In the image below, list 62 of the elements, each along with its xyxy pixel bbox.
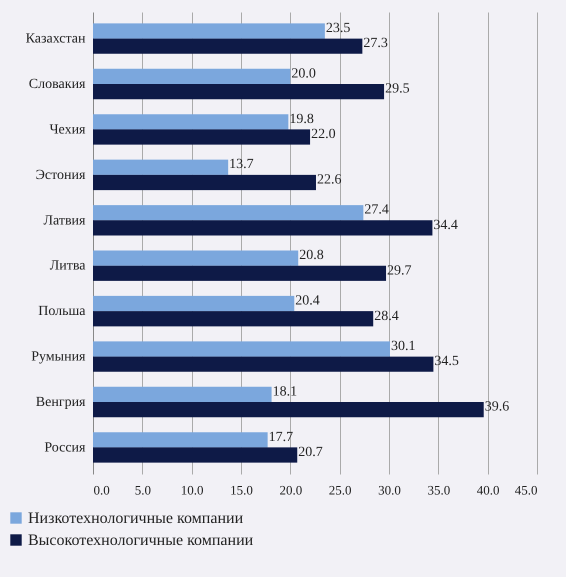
bar (93, 341, 390, 357)
data-label: 20.4 (295, 294, 320, 309)
x-tick-label: 30.0 (378, 482, 401, 498)
legend-label: Низкотехнологичные компании (28, 510, 244, 527)
bar (93, 38, 362, 54)
data-label: 34.4 (433, 218, 458, 233)
y-tick-label: Чехия (49, 122, 86, 138)
data-label: 29.7 (387, 263, 412, 278)
y-tick-label: Эстония (36, 168, 86, 183)
bar (93, 266, 386, 281)
bar (93, 402, 484, 418)
y-tick-label: Россия (44, 440, 86, 456)
data-label: 29.5 (385, 82, 410, 97)
data-label: 28.4 (374, 308, 399, 324)
bar (93, 68, 290, 84)
data-label: 19.8 (289, 112, 314, 127)
data-label: 27.4 (364, 202, 389, 218)
bar (93, 205, 364, 220)
bar (93, 356, 434, 372)
legend-label: Высокотехнологичные компании (28, 532, 254, 549)
data-label: 20.7 (298, 445, 323, 460)
bar (93, 174, 316, 190)
data-label: 18.1 (272, 384, 298, 400)
bar (93, 432, 268, 448)
y-tick-label: Латвия (43, 213, 86, 228)
x-tick-label: 15.0 (230, 482, 253, 498)
data-label: 30.1 (390, 338, 416, 354)
y-tick-label: Словакия (28, 77, 86, 92)
bar (93, 386, 272, 402)
data-label: 34.5 (434, 354, 459, 370)
data-label: 27.3 (363, 36, 388, 52)
x-tick-label: 5.0 (134, 482, 151, 498)
data-label: 22.6 (316, 172, 342, 188)
y-tick-label: Казахстан (26, 32, 86, 47)
bar (93, 84, 384, 100)
data-label: 22.0 (311, 127, 336, 142)
x-tick-label: 35.0 (427, 482, 450, 498)
bar (93, 296, 294, 312)
bar (93, 311, 374, 326)
data-label: 13.7 (229, 157, 254, 172)
x-tick-label: 25.0 (328, 482, 352, 498)
x-tick-label: 10.0 (180, 482, 204, 498)
x-tick-label: 0.0 (94, 482, 110, 498)
bar (93, 23, 325, 39)
x-tick-label: 20.0 (279, 482, 302, 498)
bar (93, 250, 298, 266)
bar (93, 129, 310, 145)
x-tick-label: 45.0 (514, 482, 538, 498)
data-label: 23.5 (326, 20, 350, 36)
y-tick-label: Польша (38, 304, 86, 320)
bar (93, 447, 298, 463)
y-tick-label: Румыния (31, 350, 86, 365)
data-label: 20.8 (299, 248, 324, 264)
data-label: 17.7 (268, 430, 294, 445)
bar (93, 160, 228, 175)
y-tick-label: Венгрия (36, 394, 86, 410)
bar (93, 220, 432, 236)
bar (93, 114, 288, 130)
x-tick-label: 40.0 (476, 482, 500, 498)
y-tick-label: Литва (50, 258, 86, 274)
data-label: 39.6 (484, 400, 510, 415)
data-label: 20.0 (291, 66, 316, 82)
